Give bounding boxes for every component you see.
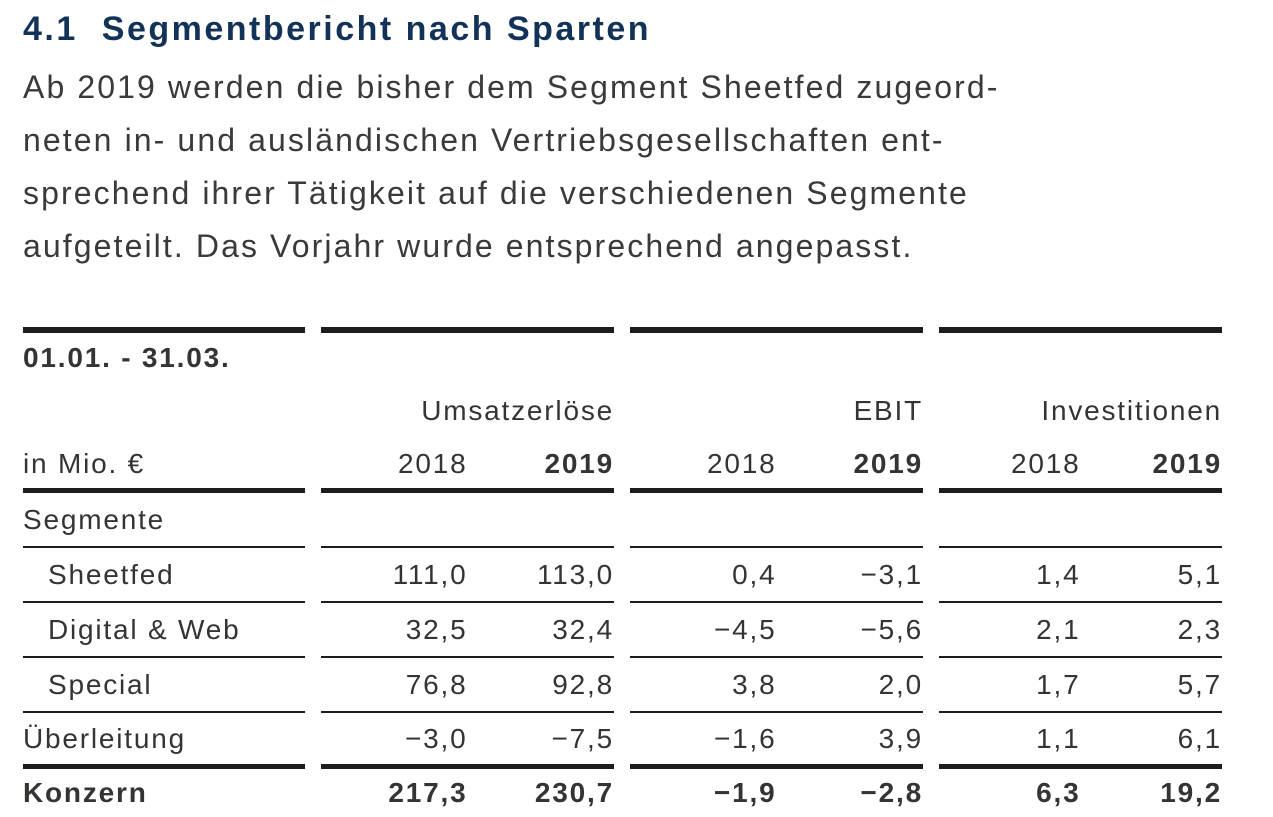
ebit-cell: −1,9 −2,8 <box>630 769 923 817</box>
table-row-special: Special 76,8 92,8 3,8 2,0 1,7 5,7 <box>23 658 1224 713</box>
table-row-segmente: Segmente <box>23 493 1224 548</box>
row-label-cell: Segmente <box>23 493 305 548</box>
value-2018: 1,1 <box>1036 722 1081 754</box>
header-label-column: 01.01. - 31.03. in Mio. € <box>23 327 305 493</box>
value-2019: 6,1 <box>1177 722 1222 754</box>
value-2018: −1,6 <box>714 722 777 754</box>
value-2019: 113,0 <box>537 558 614 590</box>
section-number: 4.1 <box>23 10 78 48</box>
value-2018: 217,3 <box>388 777 468 808</box>
row-label: Überleitung <box>23 722 186 754</box>
umsatz-cell <box>321 493 614 548</box>
header-spacer <box>630 340 923 376</box>
value-2018: 1,7 <box>1036 668 1081 700</box>
paragraph-line: sprechend ihrer Tätigkeit auf die versch… <box>23 175 969 211</box>
value-2019: 5,1 <box>1177 558 1222 590</box>
value-2018: 111,0 <box>392 558 468 590</box>
paragraph-line: neten in- und ausländischen Vertriebsges… <box>23 122 945 158</box>
umsatz-cell: 217,3 230,7 <box>321 769 614 817</box>
invest-cell <box>939 493 1222 548</box>
row-label: Digital & Web <box>48 613 241 645</box>
umsatz-cell: −3,0 −7,5 <box>321 713 614 769</box>
value-2019: −7,5 <box>551 722 614 754</box>
column-group-label: Umsatzerlöse <box>421 395 614 426</box>
row-label-cell: Sheetfed <box>23 548 305 603</box>
year-2019-header: 2019 <box>544 448 614 479</box>
table-row-sheetfed: Sheetfed 111,0 113,0 0,4 −3,1 1,4 5,1 <box>23 548 1224 603</box>
value-2018: 3,8 <box>732 668 777 700</box>
year-2018-header: 2018 <box>707 448 777 479</box>
umsatz-cell: 32,5 32,4 <box>321 603 614 658</box>
row-label-cell: Digital & Web <box>23 603 305 658</box>
table-row-ueberleitung: Überleitung −3,0 −7,5 −1,6 3,9 1,1 6,1 <box>23 713 1224 769</box>
year-2018-header: 2018 <box>398 448 468 479</box>
header-spacer <box>23 393 305 429</box>
value-2018: 2,1 <box>1036 613 1081 645</box>
unit-label: in Mio. € <box>23 448 146 479</box>
ebit-cell: 3,8 2,0 <box>630 658 923 713</box>
row-label: Konzern <box>23 777 148 808</box>
value-2018: 0,4 <box>732 558 777 590</box>
invest-cell: 1,1 6,1 <box>939 713 1222 769</box>
section-title: Segmentbericht nach Sparten <box>101 10 652 48</box>
year-headers: 2018 2019 <box>939 446 1222 482</box>
ebit-cell: 0,4 −3,1 <box>630 548 923 603</box>
value-2019: −5,6 <box>860 613 923 645</box>
value-2018: −3,0 <box>405 722 468 754</box>
column-group-label: EBIT <box>853 395 923 426</box>
paragraph-line: aufgeteilt. Das Vorjahr wurde entspreche… <box>23 228 914 264</box>
column-group-investitionen: Investitionen 2018 2019 <box>939 327 1222 493</box>
value-2019: 2,3 <box>1177 613 1222 645</box>
row-label-cell: Konzern <box>23 769 305 817</box>
value-2019: 32,4 <box>552 613 614 645</box>
value-2018: 1,4 <box>1036 558 1081 590</box>
value-2019: 3,9 <box>878 722 923 754</box>
table-row-digital-web: Digital & Web 32,5 32,4 −4,5 −5,6 2,1 2,3 <box>23 603 1224 658</box>
value-2018: 76,8 <box>405 668 468 700</box>
column-group-umsatzerloese: Umsatzerlöse 2018 2019 <box>321 327 614 493</box>
value-2018: 6,3 <box>1036 777 1081 808</box>
header-spacer <box>939 340 1222 376</box>
year-headers: 2018 2019 <box>321 446 614 482</box>
paragraph-line: Ab 2019 werden die bisher dem Segment Sh… <box>23 69 1000 105</box>
value-2019: −3,1 <box>860 558 923 590</box>
ebit-cell: −1,6 3,9 <box>630 713 923 769</box>
invest-cell: 1,4 5,1 <box>939 548 1222 603</box>
section-heading: 4.1 Segmentbericht nach Sparten <box>23 8 1224 50</box>
table-row-konzern: Konzern 217,3 230,7 −1,9 −2,8 6,3 19,2 <box>23 769 1224 817</box>
ebit-cell: −4,5 −5,6 <box>630 603 923 658</box>
invest-cell: 6,3 19,2 <box>939 769 1222 817</box>
row-label: Special <box>48 668 153 700</box>
year-2019-header: 2019 <box>1152 448 1222 479</box>
period-label: 01.01. - 31.03. <box>23 342 231 373</box>
row-label: Segmente <box>23 503 166 535</box>
header-spacer <box>321 340 614 376</box>
row-label-cell: Special <box>23 658 305 713</box>
column-group-label: Investitionen <box>1041 395 1222 426</box>
ebit-cell <box>630 493 923 548</box>
year-2019-header: 2019 <box>853 448 923 479</box>
column-group-ebit: EBIT 2018 2019 <box>630 327 923 493</box>
value-2019: 92,8 <box>552 668 614 700</box>
value-2019: −2,8 <box>860 777 923 808</box>
value-2018: −1,9 <box>714 777 777 808</box>
row-label-cell: Überleitung <box>23 713 305 769</box>
year-headers: 2018 2019 <box>630 446 923 482</box>
value-2018: −4,5 <box>714 613 777 645</box>
invest-cell: 1,7 5,7 <box>939 658 1222 713</box>
invest-cell: 2,1 2,3 <box>939 603 1222 658</box>
umsatz-cell: 76,8 92,8 <box>321 658 614 713</box>
year-2018-header: 2018 <box>1011 448 1081 479</box>
umsatz-cell: 111,0 113,0 <box>321 548 614 603</box>
value-2019: 19,2 <box>1160 777 1222 808</box>
value-2019: 230,7 <box>534 777 614 808</box>
value-2019: 5,7 <box>1177 668 1222 700</box>
table-header: 01.01. - 31.03. in Mio. € Umsatzerlöse 2… <box>23 327 1224 493</box>
row-label: Sheetfed <box>48 558 175 590</box>
segment-table: 01.01. - 31.03. in Mio. € Umsatzerlöse 2… <box>23 327 1224 817</box>
value-2018: 32,5 <box>405 613 468 645</box>
value-2019: 2,0 <box>878 668 923 700</box>
intro-paragraph: Ab 2019 werden die bisher dem Segment Sh… <box>23 61 1224 273</box>
